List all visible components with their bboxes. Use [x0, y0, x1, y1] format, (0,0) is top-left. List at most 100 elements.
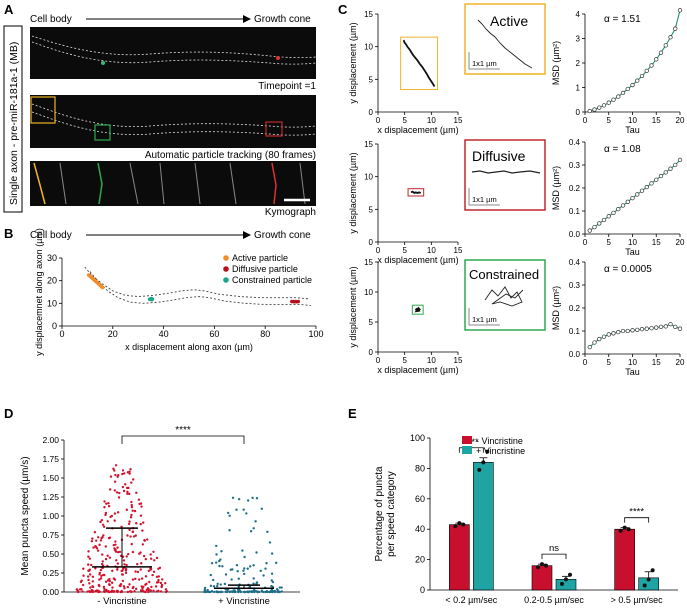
x-tick-label: 0	[583, 116, 588, 125]
y-tick-label: 1.00	[42, 511, 59, 521]
speed-point	[241, 549, 244, 552]
msd-point	[658, 324, 664, 330]
speed-point	[237, 577, 240, 580]
x-tick-label: 0	[583, 238, 588, 247]
speed-point	[123, 472, 126, 475]
speed-point	[89, 586, 92, 589]
speed-point	[131, 550, 135, 554]
speed-point	[127, 552, 130, 556]
speed-point	[88, 557, 92, 560]
msd-point	[620, 328, 626, 334]
speed-point	[157, 575, 161, 578]
speed-point	[137, 498, 141, 501]
speed-point	[215, 590, 219, 594]
speed-point	[130, 513, 133, 517]
speed-point	[93, 531, 97, 534]
speed-point	[149, 567, 152, 570]
trajectory-line	[414, 306, 421, 313]
speed-point	[121, 485, 125, 489]
axon-outline-upper-2	[31, 103, 317, 128]
speed-point	[232, 590, 235, 593]
msd-point	[649, 181, 654, 186]
msd-point	[649, 63, 654, 68]
speed-point	[147, 569, 151, 573]
particle-point	[296, 299, 301, 304]
speed-point	[112, 467, 115, 470]
speed-point	[107, 590, 110, 593]
category-label: - Vincristine	[97, 596, 146, 607]
y-tick-label: 0.1	[569, 327, 581, 336]
y-tick-label: 15	[364, 10, 373, 19]
speed-point	[100, 518, 103, 522]
speed-point	[110, 589, 114, 592]
speed-point	[82, 567, 85, 570]
msd-point	[639, 327, 645, 332]
replicate-point	[626, 527, 631, 532]
replicate-point	[642, 583, 647, 588]
speed-point	[80, 579, 83, 582]
msd-point	[673, 162, 678, 168]
speed-point	[131, 509, 134, 512]
significance-label: ****	[175, 425, 191, 436]
y-axis-title: MSD (µm²)	[551, 286, 561, 330]
y-tick-label: 1	[576, 84, 581, 93]
speed-point	[266, 530, 269, 534]
speed-point	[159, 581, 163, 585]
speed-point	[149, 553, 152, 556]
kymo-trace-green	[97, 162, 103, 205]
significance-bracket	[624, 517, 650, 523]
y-tick-label: 20	[47, 276, 57, 286]
speed-point	[98, 571, 102, 575]
speed-point	[140, 577, 144, 580]
kymo-trace-gray-1	[59, 162, 306, 205]
speed-point	[252, 527, 255, 530]
speed-point	[134, 587, 138, 591]
panel-label-d: D	[4, 406, 13, 421]
x-tick-label: 15	[652, 358, 661, 367]
speed-point	[81, 590, 84, 593]
axon-outline-upper-1	[31, 35, 317, 59]
msd-point	[663, 324, 668, 329]
x-axis-title: x displacement (µm)	[377, 365, 458, 375]
inset-scale-label-diffusive: 1x1 µm	[472, 195, 497, 204]
alpha-constrained: α = 0.0005	[604, 264, 652, 275]
speed-point	[108, 488, 112, 491]
speed-point	[157, 578, 160, 582]
msd-point	[644, 326, 649, 331]
speed-point	[256, 590, 259, 594]
speed-point	[206, 590, 210, 593]
speed-point	[235, 508, 238, 511]
speed-point	[125, 508, 129, 511]
msd-point	[616, 207, 621, 212]
x-tick-label: 10	[427, 116, 436, 125]
significance-label: ns	[549, 543, 559, 554]
x-tick-label: 10	[628, 116, 637, 125]
speed-point	[235, 564, 239, 567]
speed-point	[278, 586, 282, 589]
axon-outline	[89, 271, 311, 307]
panel-label-e: E	[348, 406, 357, 421]
speed-point	[103, 587, 106, 590]
speed-point	[139, 522, 142, 526]
speed-point	[149, 557, 153, 560]
y-axis-title: y displacemnet along axon (µm)	[34, 228, 44, 356]
trajectory-roi-box	[400, 36, 439, 91]
speed-point	[101, 536, 104, 539]
panel-label-a: A	[4, 2, 14, 17]
y-tick-label: 10	[47, 298, 57, 308]
speed-point	[130, 590, 133, 593]
speed-point	[242, 508, 245, 511]
speed-point	[136, 570, 140, 574]
x-tick-label: 80	[260, 329, 270, 339]
speed-point	[164, 582, 167, 585]
speed-point	[144, 557, 148, 561]
speed-point	[78, 588, 82, 591]
x-axis-title: Tau	[625, 125, 640, 135]
speed-point	[110, 514, 114, 518]
speed-point	[99, 520, 102, 524]
msd-point	[635, 327, 640, 333]
msd-point	[668, 166, 673, 171]
x-tick-label: 15	[454, 116, 463, 125]
category-label: + Vincristine	[218, 596, 270, 607]
msd-point	[673, 26, 678, 31]
